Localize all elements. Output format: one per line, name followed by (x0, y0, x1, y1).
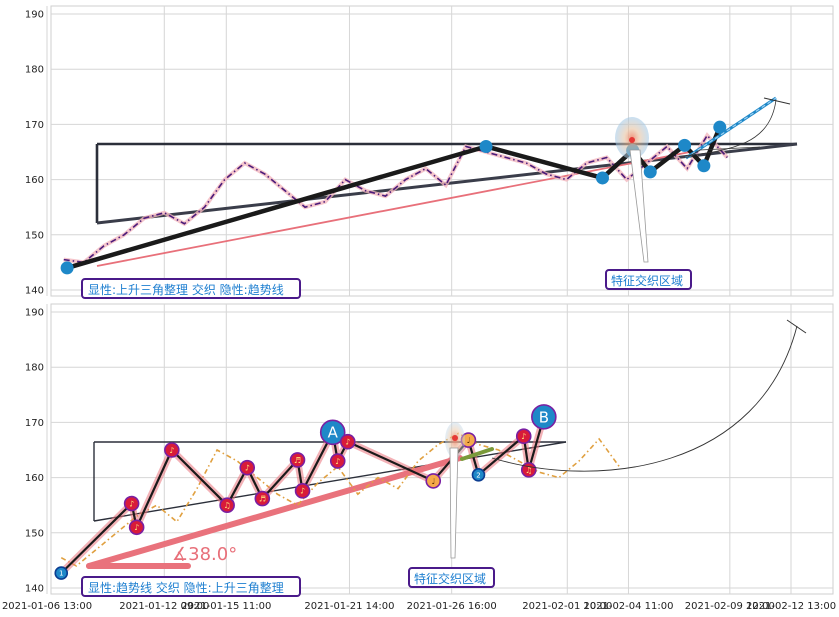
top-zigzag-series (60, 120, 727, 275)
top-projection-tail (685, 146, 761, 159)
bottom-zigzag-points: 1 ♪ ♪ ♪ ♫ ♪ ♬ ♬ ♪ A ♪ ♪ ♩ ♩ 2 ♪ ♫ B (54, 404, 557, 580)
bottom-x-ticks: 2021-01-06 13:00 2021-01-12 09:002021-01-… (2, 601, 836, 612)
bottom-x-tick-label: 2021-01-12 09:00 (119, 601, 209, 612)
bottom-zigzag-point-tag: ♪ (134, 523, 139, 532)
bottom-zigzag-point-tag: ♫ (525, 466, 532, 475)
top-zigzag-point (643, 165, 657, 179)
bottom-y-tick-label: 160 (25, 473, 44, 484)
top-y-tick-label: 140 (25, 286, 44, 297)
bottom-zigzag-point-tag: ♩ (467, 436, 471, 445)
bottom-zigzag-point (294, 483, 311, 499)
bottom-zigzag-point (219, 497, 235, 514)
bottom-y-tick-label: 150 (25, 528, 44, 539)
bottom-zigzag-point-tag: 2 (476, 471, 480, 479)
bottom-angle-label: ∡38.0° (172, 544, 237, 565)
bottom-zigzag-point-tag: ♩ (431, 477, 435, 486)
bottom-zigzag-point-tag: ♪ (169, 446, 174, 455)
bottom-plot-frame (50, 303, 834, 595)
bottom-zigzag-point-tag: ♪ (521, 432, 526, 441)
top-zigzag-point (479, 139, 493, 153)
bottom-zone-label: 特征交织区域 (414, 571, 486, 586)
top-feature-arrow (629, 149, 649, 263)
top-y-tick-label: 190 (25, 10, 44, 21)
bottom-zigzag-point (339, 433, 356, 450)
bottom-y-tick-label: 180 (25, 363, 44, 374)
bottom-x-tick-label: 2021-02-04 11:00 (583, 601, 673, 612)
bottom-y-ticks: 140 150 160 170 180 190 (25, 308, 44, 595)
bottom-zigzag-point-tag: A (328, 424, 339, 442)
top-price-series (63, 132, 729, 265)
top-zone-label: 特征交织区域 (611, 273, 683, 288)
bottom-panel: 140 150 160 170 180 190 2021-01-06 13:00 2021-… (2, 303, 836, 612)
bottom-zigzag-point (425, 473, 442, 489)
bottom-zigzag-point-tag: ♪ (245, 464, 250, 473)
bottom-zigzag-point (471, 468, 486, 482)
bottom-zigzag-point-tag: 1 (59, 570, 63, 578)
top-pattern-label-box (81, 278, 301, 299)
bottom-zigzag-point (164, 442, 180, 458)
bottom-trend-line (86, 455, 463, 569)
bottom-feature-dot (452, 435, 458, 441)
bottom-projection-cap (786, 319, 807, 334)
bottom-x-tick-label: 2021-02-01 10:00 (522, 601, 612, 612)
bottom-zigzag-point (289, 452, 306, 468)
top-projection-cap (763, 97, 791, 105)
top-pattern-label: 显性:上升三角整理 交织 隐性:趋势线 (88, 282, 284, 297)
top-y-ticks: 140 150 160 170 180 190 (25, 10, 44, 297)
top-y-tick-label: 160 (25, 175, 44, 186)
top-zigzag-point (60, 261, 74, 275)
bottom-projection-line (460, 447, 494, 461)
top-zigzag-point (678, 138, 692, 152)
bottom-y-tick-label: 190 (25, 308, 44, 319)
top-feature-dot (629, 137, 635, 143)
bottom-zone-label-box (408, 567, 495, 588)
bottom-zigzag-point-tag: ♪ (300, 487, 305, 496)
bottom-pattern-label: 显性:趋势线 交织 隐性:上升三角整理 (88, 580, 284, 595)
bottom-x-tick-label: 2021-02-12 13:00 (746, 601, 836, 612)
bottom-zigzag-point-tag: ♪ (129, 499, 134, 508)
top-zigzag-point (697, 159, 711, 173)
bottom-zigzag-point-tag: ♬ (294, 456, 301, 465)
bottom-zigzag-point-tag: ♬ (259, 494, 266, 503)
bottom-pattern-label-box (81, 576, 301, 597)
bottom-zigzag-line (60, 416, 545, 574)
bottom-zigzag-point (239, 459, 256, 476)
bottom-zigzag-point (123, 495, 140, 512)
bottom-zigzag-point-tag: B (539, 408, 549, 426)
bottom-zigzag-point (128, 519, 145, 536)
bottom-zigzag-point-tag: ♫ (224, 501, 231, 510)
top-y-tick-label: 150 (25, 230, 44, 241)
bottom-x-tick-label: 2021-01-15 11:00 (181, 601, 271, 612)
bottom-y-tick-label: 170 (25, 418, 44, 429)
bottom-zigzag-point (329, 453, 346, 469)
bottom-y-tick-label: 140 (25, 584, 44, 595)
top-zigzag-point (713, 120, 727, 134)
bottom-zigzag-series (58, 415, 548, 576)
bottom-x-tick-label: 2021-01-06 13:00 (2, 601, 92, 612)
bottom-zigzag-point-tag: ♪ (345, 438, 350, 447)
top-zone-label-box (605, 269, 692, 290)
top-plot-frame (50, 5, 834, 297)
bottom-projection-arc (491, 325, 798, 472)
bottom-x-tick-label: 2021-01-26 16:00 (407, 601, 497, 612)
bottom-feature-arrow (449, 447, 459, 559)
bottom-zigzag-point-tag: ♪ (335, 457, 340, 466)
top-y-tick-label: 180 (25, 65, 44, 76)
bottom-x-tick-label: 2021-01-21 14:00 (304, 601, 394, 612)
top-price-line (63, 134, 728, 264)
bottom-x-tick-label: 2021-02-09 12:00 (685, 601, 775, 612)
top-projection-line (685, 96, 777, 160)
bottom-zigzag-point (254, 490, 271, 507)
top-projection-arc (685, 99, 777, 157)
top-trend-line (96, 151, 691, 267)
bottom-zigzag-point (319, 419, 346, 446)
bottom-zigzag-point (531, 404, 557, 430)
top-panel: 140 150 160 170 180 190 显性:上升三角整理 交织 隐性:趋势线 特… (25, 5, 834, 299)
bottom-zigzag-point (515, 428, 532, 445)
bottom-zigzag-point (54, 566, 69, 580)
top-y-tick-label: 170 (25, 120, 44, 131)
top-zigzag-point (595, 171, 609, 185)
